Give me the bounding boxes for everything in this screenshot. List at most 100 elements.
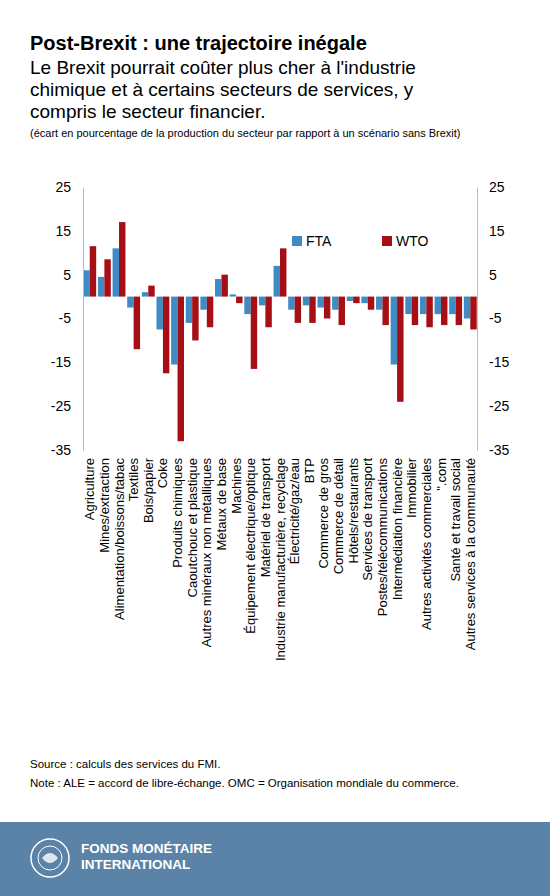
bar xyxy=(303,297,309,306)
bar xyxy=(230,294,236,296)
logo xyxy=(31,839,69,877)
category-label: Textiles xyxy=(126,458,141,502)
tick: Commerce de détail xyxy=(331,458,346,574)
bar xyxy=(382,297,388,325)
legend-item: WTO xyxy=(382,233,429,249)
y-axis: -35 -25 -15 -5 5 15 25 xyxy=(51,179,84,458)
category-label: Commerce de détail xyxy=(331,458,346,574)
tick: Commerce de gros xyxy=(316,458,331,569)
tick: 25 xyxy=(477,179,505,195)
category-label: Hôtels/restaurants xyxy=(346,458,361,564)
bar xyxy=(134,297,140,350)
tick: Matériel de transport xyxy=(258,458,273,578)
category-label: Agriculture xyxy=(82,458,97,520)
tick: Industrie manufacturière, recyclage xyxy=(273,458,288,661)
tick: Agriculture xyxy=(82,458,97,520)
tick: Autres activités commerciales xyxy=(419,458,434,630)
bar xyxy=(332,297,338,310)
bar xyxy=(221,275,227,297)
tick: Produits chimiques xyxy=(170,458,185,568)
legend-item: FTA xyxy=(292,233,332,249)
bar xyxy=(435,297,441,315)
tick: Équipement électrique/optique xyxy=(243,458,258,634)
tick: 15 xyxy=(55,223,83,239)
x-axis: AgricultureMines/extractionAlimentation/… xyxy=(82,457,478,661)
bar xyxy=(83,270,89,296)
y-axis-line xyxy=(83,188,84,451)
tick-label: -25 xyxy=(51,398,71,414)
bar xyxy=(449,297,455,315)
bar xyxy=(317,297,323,308)
tick-label: -15 xyxy=(489,354,509,370)
tick: Électricité/gaz/eau xyxy=(287,458,302,564)
subtitle: Le Brexit pourrait coûter plus cher à l'… xyxy=(30,57,416,78)
tick: Bois/papier xyxy=(141,457,156,523)
category-label: Machines xyxy=(229,458,244,514)
bar xyxy=(251,297,257,369)
category-label: Autres activités commerciales xyxy=(419,458,434,630)
tick: Autres services à la communauté xyxy=(463,458,478,650)
bar xyxy=(236,297,242,304)
title: Post-Brexit : une trajectoire inégale xyxy=(30,32,367,54)
bar xyxy=(353,297,359,304)
bar xyxy=(288,297,294,310)
tick: -5 xyxy=(59,310,83,326)
tick: -15 xyxy=(51,354,83,370)
tick: -5 xyxy=(477,310,502,326)
footer-text: FONDS MONÉTAIRE xyxy=(81,841,212,856)
bar xyxy=(441,297,447,325)
category-label: Alimentation/boissons/tabac xyxy=(112,458,127,620)
bar xyxy=(244,297,250,315)
tick: -25 xyxy=(477,398,509,414)
bar xyxy=(464,297,470,319)
tick-label: 15 xyxy=(55,223,71,239)
tick-label: 15 xyxy=(489,223,505,239)
bar xyxy=(90,246,96,296)
tick: ".com xyxy=(434,458,449,491)
category-label: BTP xyxy=(302,458,317,483)
tick: 5 xyxy=(63,267,83,283)
tick-label: 5 xyxy=(63,267,71,283)
category-label: Produits chimiques xyxy=(170,458,185,568)
footer-text: INTERNATIONAL xyxy=(81,857,190,872)
legend-swatch xyxy=(382,236,392,246)
bar xyxy=(368,297,374,310)
tick: BTP xyxy=(302,458,317,483)
bar xyxy=(163,297,169,374)
chart: Post-Brexit : une trajectoire inégale Le … xyxy=(0,0,550,896)
bar xyxy=(98,277,104,297)
tick: -25 xyxy=(51,398,83,414)
subtitle: chimique et à certains secteurs de servi… xyxy=(30,79,414,100)
tick: Hôtels/restaurants xyxy=(346,458,361,564)
bar xyxy=(295,297,301,323)
category-label: Intermédiation financière xyxy=(390,458,405,600)
logo-inner xyxy=(38,846,62,870)
tick: Services de transport xyxy=(360,458,375,581)
bar xyxy=(215,279,221,297)
tick-label: -15 xyxy=(51,354,71,370)
tick: Alimentation/boissons/tabac xyxy=(112,458,127,620)
bar xyxy=(156,297,162,330)
tick-label: -5 xyxy=(489,310,502,326)
category-label: Postes/télécommunications xyxy=(375,458,390,617)
tick-label: -5 xyxy=(59,310,72,326)
y2-axis: -35-25-15-551525 xyxy=(477,179,509,458)
bar xyxy=(259,297,265,306)
footer-band xyxy=(0,822,550,896)
tick: -15 xyxy=(477,354,509,370)
bar xyxy=(361,297,367,304)
bar xyxy=(309,297,315,323)
tick-label: 25 xyxy=(489,179,505,195)
tick: Textiles xyxy=(126,458,141,502)
bar xyxy=(113,248,119,296)
tick-label: -35 xyxy=(51,442,71,458)
bar xyxy=(412,297,418,325)
y-label: (écart en pourcentage de la production d… xyxy=(30,127,460,139)
category-label: Bois/papier xyxy=(141,457,156,523)
series xyxy=(90,222,477,441)
bar xyxy=(186,297,192,323)
bar xyxy=(119,222,125,297)
category-label: Matériel de transport xyxy=(258,458,273,578)
tick-label: 25 xyxy=(55,179,71,195)
legend-label: WTO xyxy=(396,233,429,249)
